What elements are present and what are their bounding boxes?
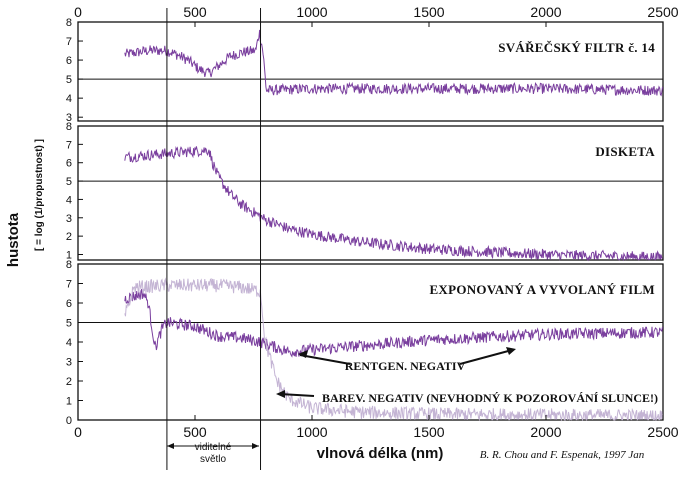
y-axis-label: hustota: [5, 212, 22, 267]
annotation-color-text: BAREV. NEGATIV (NEVHODNÝ K POZOROVÁNÍ SL…: [322, 391, 658, 405]
y-tick-label: 3: [66, 357, 72, 369]
annotation-xray-arrow-right: [459, 349, 513, 365]
y-tick-label: 4: [66, 337, 72, 349]
x-tick-label-top: 1500: [413, 4, 444, 20]
y-tick-label: 7: [66, 279, 72, 291]
y-tick-label: 8: [66, 121, 72, 133]
y-tick-label: 5: [66, 318, 72, 330]
visible-band-lines: [166, 8, 262, 470]
annotation-xray-arrow-left: [299, 354, 351, 365]
y-tick-label: 3: [66, 112, 72, 124]
series-line-0-0: [124, 29, 663, 97]
x-axis-label: vlnová délka (nm): [317, 445, 444, 462]
visible-band-annotation: viditelné světlo: [167, 442, 259, 465]
x-tick-label-top: 1000: [296, 4, 327, 20]
annotation-xray-arrowhead-left: [298, 350, 308, 358]
panel-title: DISKETA: [595, 144, 655, 159]
y-tick-label: 2: [66, 231, 72, 243]
y-tick-label: 8: [66, 259, 72, 271]
x-tick-label-bottom: 2000: [530, 424, 561, 440]
y-tick-label: 5: [66, 74, 72, 86]
y-tick-label: 1: [66, 396, 72, 408]
panel-frame: [77, 21, 664, 122]
y-tick-label: 6: [66, 298, 72, 310]
panels-group: 3 4 5 6 7 8 SVÁŘEČSKÝ FILTR č. 14 1 2 3 4 5 6 7 8 DISKE…: [66, 17, 664, 427]
y-tick-label: 4: [66, 93, 72, 105]
y-tick-label: 1: [66, 249, 72, 261]
y-tick-label: 7: [66, 36, 72, 48]
y-tick-label: 7: [66, 139, 72, 151]
annotation-xray-text: RENTGEN. NEGATIV: [345, 359, 466, 373]
x-tick-label-bottom: 1000: [296, 424, 327, 440]
visible-band-arrowhead-right: [252, 443, 259, 449]
credit-text: B. R. Chou and F. Espenak, 1997 Jan: [480, 449, 645, 461]
y-tick-label: 8: [66, 17, 72, 29]
annotation-xray: RENTGEN. NEGATIV: [298, 347, 516, 373]
y-tick-label: 4: [66, 194, 72, 206]
x-ticks-top: 0 500 1000 1500 2000 2500: [74, 4, 679, 27]
x-tick-label-bottom: 1500: [413, 424, 444, 440]
series-line-1-0: [124, 145, 663, 262]
annotation-color-arrowhead: [276, 390, 285, 398]
annotation-color-negative: BAREV. NEGATIV (NEVHODNÝ K POZOROVÁNÍ SL…: [276, 390, 658, 405]
x-ticks-bottom: 0 500 1000 1500 2000 2500: [74, 415, 679, 440]
x-tick-label-bottom: 2500: [647, 424, 678, 440]
series-line-2-0: [124, 289, 663, 358]
y-tick-label: 5: [66, 176, 72, 188]
y-axis-sublabel-group: [ = log (1/propustnost) ]: [34, 139, 45, 251]
x-tick-label-bottom: 500: [183, 424, 207, 440]
visible-band-label-1: viditelné: [195, 442, 232, 453]
panel-title: EXPONOVANÝ A VYVOLANÝ FILM: [429, 282, 655, 297]
y-axis-label-group: hustota: [5, 212, 22, 267]
y-tick-label: 6: [66, 158, 72, 170]
x-tick-label-top: 500: [183, 4, 207, 20]
y-tick-label: 2: [66, 376, 72, 388]
annotation-xray-arrowhead-right: [506, 347, 516, 355]
y-axis-sublabel: [ = log (1/propustnost) ]: [34, 139, 45, 251]
panel-0: 3 4 5 6 7 8 SVÁŘEČSKÝ FILTR č. 14: [66, 17, 664, 124]
visible-band-arrowhead-left: [167, 443, 174, 449]
annotation-color-arrow: [279, 393, 315, 397]
x-tick-label-top: 2500: [647, 4, 678, 20]
panel-frame: [77, 125, 664, 261]
x-tick-label-top: 2000: [530, 4, 561, 20]
panel-2: 0 1 2 3 4 5 6 7 8 EXPONOVANÝ A VYVOLANÝ FILM: [66, 259, 664, 427]
panel-title: SVÁŘEČSKÝ FILTR č. 14: [498, 40, 655, 55]
y-tick-label: 0: [66, 415, 72, 427]
visible-band-label-2: světlo: [200, 454, 227, 465]
panel-1: 1 2 3 4 5 6 7 8 DISKETA: [66, 121, 664, 262]
series-line-2-1: [124, 277, 663, 422]
y-tick-label: 3: [66, 213, 72, 225]
y-tick-label: 6: [66, 55, 72, 67]
x-tick-label-bottom: 0: [74, 424, 82, 440]
x-tick-label-top: 0: [74, 4, 82, 20]
